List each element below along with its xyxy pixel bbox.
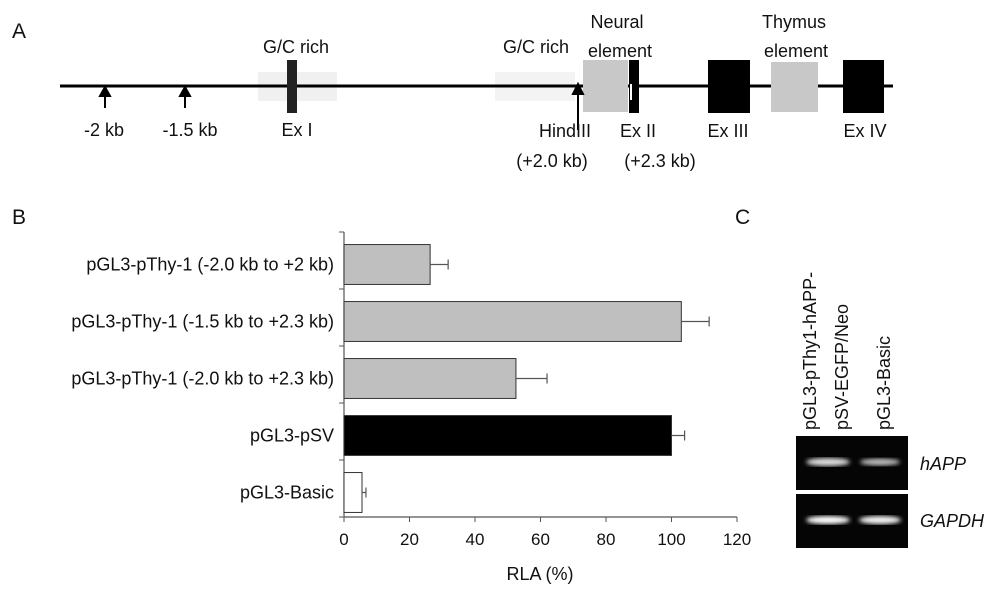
region-label: Neural	[590, 12, 643, 32]
exon-label: Ex II	[620, 121, 656, 141]
neural-element	[583, 60, 628, 112]
gel-band	[806, 458, 850, 466]
x-axis-label: RLA (%)	[506, 564, 573, 584]
error-bar	[430, 260, 448, 270]
panel-label: B	[12, 206, 26, 229]
x-tick-label: 20	[400, 530, 419, 549]
exon	[287, 60, 297, 113]
exon-label: (+2.3 kb)	[624, 151, 696, 171]
exon-label: Ex III	[707, 121, 748, 141]
region-label: element	[764, 41, 828, 61]
error-bar	[672, 431, 685, 441]
site-label: -1.5 kb	[162, 120, 217, 140]
site-label: HindIII	[539, 121, 591, 141]
x-tick-label: 0	[339, 530, 348, 549]
x-tick-label: 80	[597, 530, 616, 549]
region-label: G/C rich	[263, 37, 329, 57]
gel-band	[806, 516, 850, 524]
row-label: GAPDH	[920, 511, 985, 531]
y-tick-label: pGL3-pSV	[250, 426, 334, 446]
thymus-element	[771, 62, 818, 112]
lane-label: pSV-EGFP/Neo	[832, 304, 852, 430]
y-tick-label: pGL3-pThy-1 (-2.0 kb to +2.3 kb)	[71, 369, 334, 389]
panel-c: C pGL3-pThy1-hAPP- pSV-EGFP/Neo pGL3-Bas…	[735, 206, 985, 548]
bar	[344, 473, 362, 513]
y-tick-label: pGL3-Basic	[240, 483, 334, 503]
panel-label: A	[12, 20, 26, 43]
y-tick-label: pGL3-pThy-1 (-2.0 kb to +2 kb)	[86, 255, 334, 275]
exon-label: Ex IV	[843, 121, 886, 141]
gel-band	[860, 459, 900, 466]
panel-label: C	[735, 206, 750, 229]
lane-label: pGL3-Basic	[874, 336, 894, 430]
error-bar	[362, 488, 366, 498]
exon	[708, 60, 750, 113]
site-label: (+2.0 kb)	[516, 151, 588, 171]
bar	[344, 245, 430, 285]
x-tick-label: 40	[466, 530, 485, 549]
bar	[344, 359, 516, 399]
site-label: -2 kb	[84, 120, 124, 140]
exon-label: Ex I	[281, 120, 312, 140]
panel-a: A G/C rich G/C rich Neural element Thymu…	[12, 12, 893, 171]
panel-b: B RLA (%) 0 20 40 60 80 100 120 pGL3-pThy-1 (-2…	[12, 206, 751, 584]
error-bar	[681, 317, 709, 327]
error-bar	[516, 374, 547, 384]
row-label: hAPP	[920, 454, 966, 474]
gel-band	[859, 516, 901, 524]
bar	[344, 302, 681, 342]
lane-label: pGL3-pThy1-hAPP-	[800, 272, 820, 430]
region-label: G/C rich	[503, 37, 569, 57]
x-tick-label: 60	[531, 530, 550, 549]
exon	[843, 60, 884, 113]
x-tick-label: 120	[723, 530, 751, 549]
figure: A G/C rich G/C rich Neural element Thymu…	[0, 0, 997, 585]
bar	[344, 416, 672, 456]
region-label: Thymus	[762, 12, 826, 32]
y-tick-label: pGL3-pThy-1 (-1.5 kb to +2.3 kb)	[71, 312, 334, 332]
region-label: element	[588, 41, 652, 61]
x-tick-label: 100	[657, 530, 685, 549]
